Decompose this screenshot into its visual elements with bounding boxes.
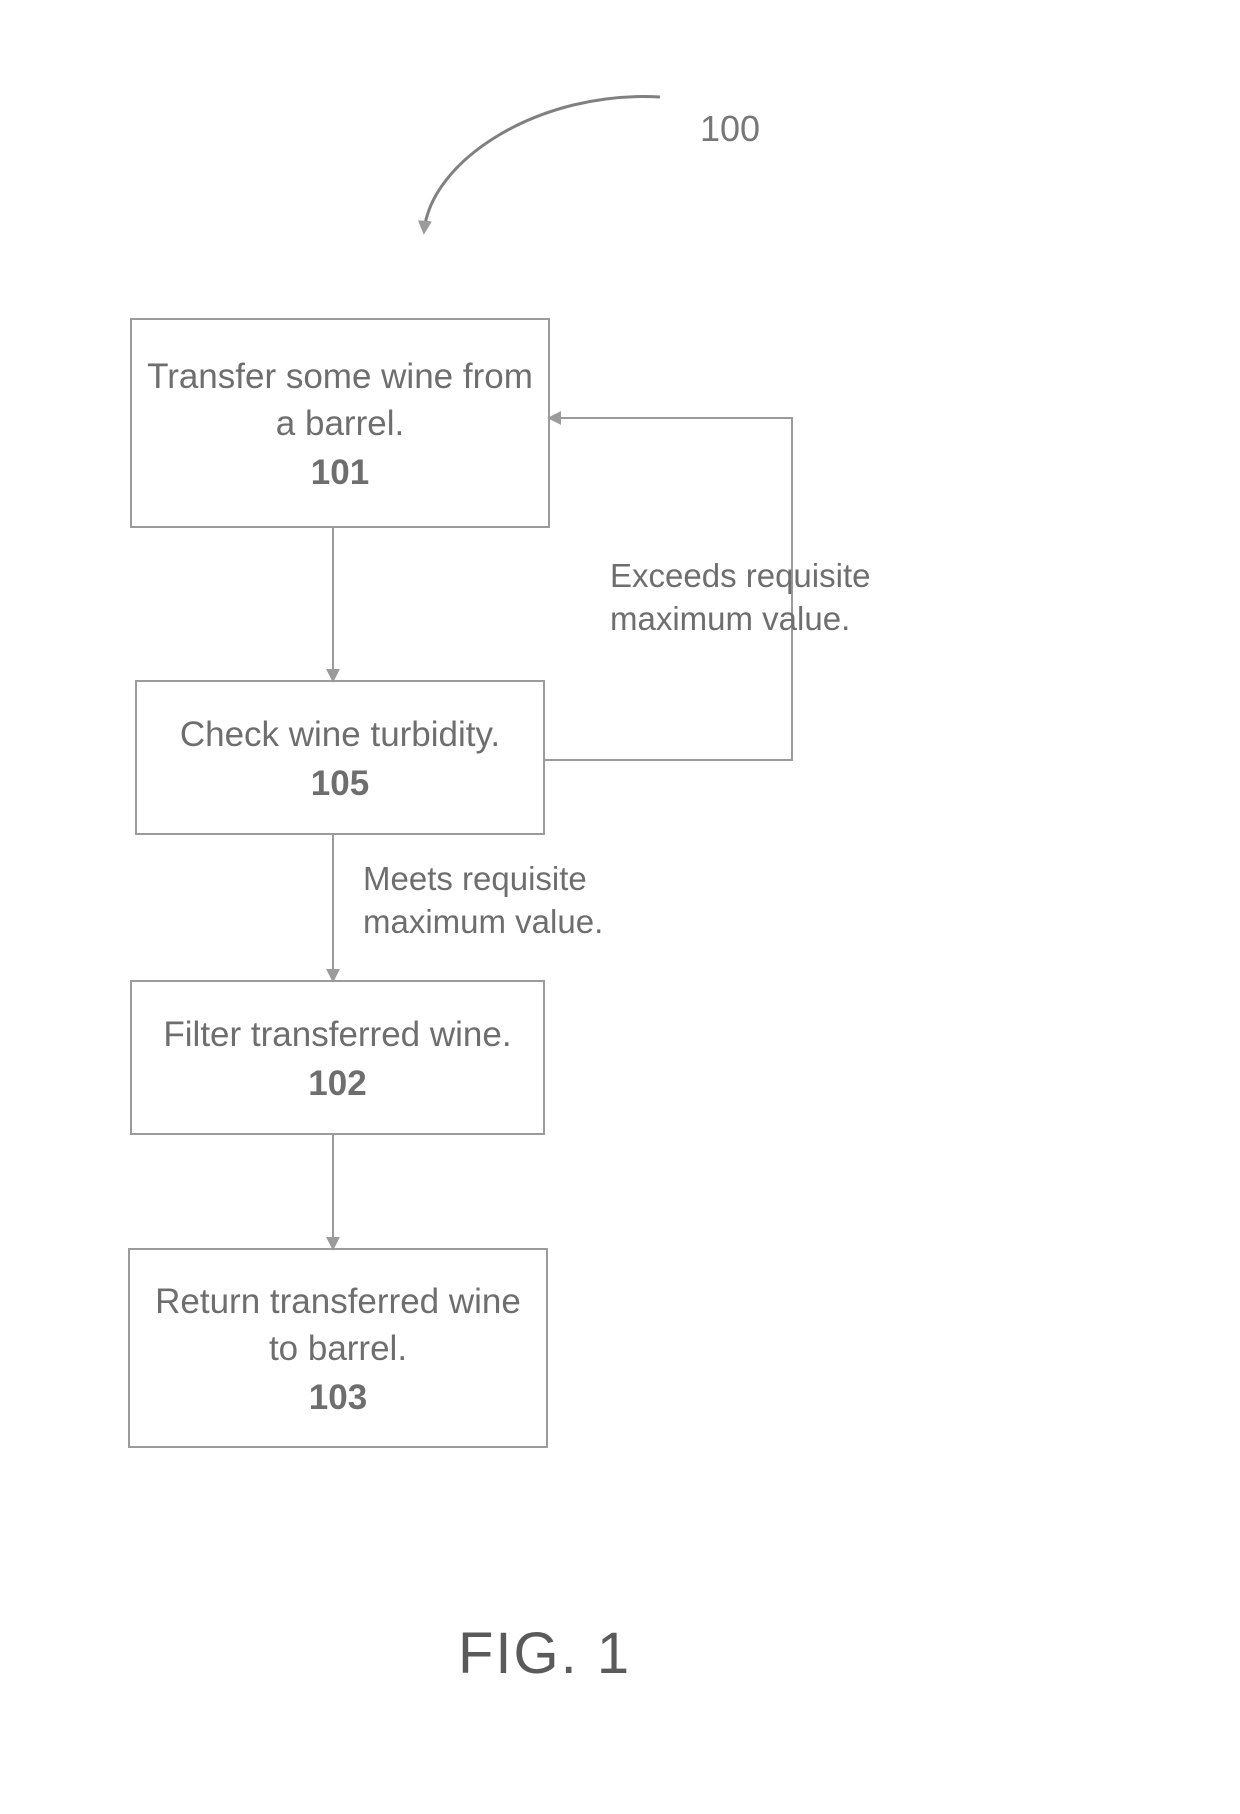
- node-text: Transfer some wine from a barrel.: [142, 353, 538, 448]
- flowchart-node-103: Return transferred wine to barrel. 103: [128, 1248, 548, 1448]
- node-ref-number: 102: [308, 1064, 366, 1104]
- node-ref-number: 105: [311, 764, 369, 804]
- node-ref-number: 101: [311, 453, 369, 493]
- connector-layer: [0, 0, 1240, 1814]
- edge-label: Exceeds requisite maximum value.: [610, 555, 870, 641]
- edge-label: Meets requisite maximum value.: [363, 858, 603, 944]
- diagram-ref-text: 100: [700, 108, 760, 149]
- flowchart-node-105: Check wine turbidity. 105: [135, 680, 545, 835]
- figure-caption-text: FIG. 1: [458, 1621, 631, 1686]
- node-text: Filter transferred wine.: [163, 1011, 511, 1058]
- pointer-curve-group: [424, 97, 660, 232]
- flowchart-node-102: Filter transferred wine. 102: [130, 980, 545, 1135]
- node-ref-number: 103: [309, 1378, 367, 1418]
- reference-pointer-curve: [424, 97, 660, 232]
- diagram-canvas: 100 Transfer some wine from a barrel. 101…: [0, 0, 1240, 1814]
- figure-caption: FIG. 1: [458, 1620, 631, 1687]
- node-text: Return transferred wine to barrel.: [140, 1278, 536, 1373]
- flowchart-node-101: Transfer some wine from a barrel. 101: [130, 318, 550, 528]
- node-text: Check wine turbidity.: [180, 711, 500, 758]
- diagram-reference-number: 100: [700, 106, 760, 153]
